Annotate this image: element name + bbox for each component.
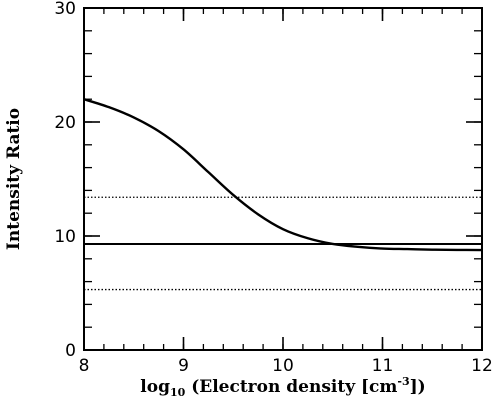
reference-lines [84, 196, 482, 291]
x-axis-label-subscript: 10 [170, 386, 186, 399]
series-line [83, 98, 483, 252]
x-axis-label-main: (Electron density [cm [185, 377, 397, 397]
x-tick-label: 11 [372, 356, 394, 376]
x-axis-label-superscript: -3 [397, 375, 409, 388]
plot-frame [83, 7, 483, 351]
y-tick-label: 20 [54, 113, 76, 133]
x-axis-label: log10 (Electron density [cm-3]) [140, 375, 425, 399]
y-axis-label: Intensity Ratio [4, 108, 24, 250]
minor-ticks [83, 7, 483, 351]
x-axis-label-prefix: log [140, 377, 170, 397]
tick-labels: 8 9 10 11 12 0 10 20 30 [54, 0, 492, 376]
x-tick-label: 8 [79, 356, 90, 376]
y-tick-label: 0 [65, 341, 76, 361]
y-tick-label: 10 [54, 227, 76, 247]
series-group [83, 98, 483, 252]
major-ticks [83, 7, 483, 351]
x-axis-label-suffix: ]) [410, 377, 426, 397]
y-tick-label: 30 [54, 0, 76, 19]
x-tick-label: 9 [178, 356, 189, 376]
x-tick-label: 12 [471, 356, 493, 376]
x-tick-label: 10 [272, 356, 294, 376]
